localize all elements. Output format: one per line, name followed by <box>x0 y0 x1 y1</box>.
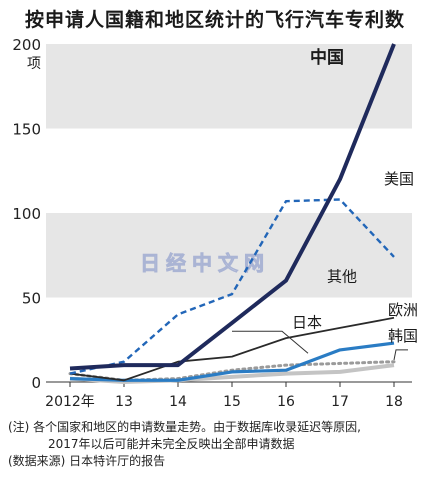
x-tick-label: 2012年 <box>45 394 95 410</box>
watermark: 日经中文网 <box>140 251 270 275</box>
y-tick-label: 50 <box>22 290 41 308</box>
note-line-2: 2017年以后可能并未完全反映出全部申请数据 <box>48 437 295 451</box>
grid-band <box>46 44 412 129</box>
source-note: (数据来源) 日本特许厅的报告 <box>8 454 166 468</box>
leader-line-korea <box>393 349 408 361</box>
series-label-japan: 日本 <box>292 313 322 331</box>
series-line-other <box>69 316 395 382</box>
series-label-europe: 欧洲 <box>388 301 418 319</box>
grid-band <box>46 213 412 298</box>
note-line-1: (注) 各个国家和地区的申请数量走势。由于数据库收录延迟等原因, <box>8 420 361 434</box>
y-tick-label: 150 <box>12 121 41 139</box>
series-label-other: 其他 <box>327 268 357 286</box>
x-tick-label: 14 <box>169 394 187 410</box>
leader-line-japan <box>232 330 309 354</box>
series-line-usa <box>69 198 395 375</box>
y-tick-label: 0 <box>31 374 41 392</box>
series-label-korea: 韩国 <box>388 327 418 345</box>
chart-notes: (注) 各个国家和地区的申请数量走势。由于数据库收录延迟等原因, 2017年以后… <box>8 419 426 470</box>
y-tick-label: 200 <box>12 36 41 54</box>
series-label-usa: 美国 <box>384 170 414 188</box>
x-tick-label: 16 <box>277 394 295 410</box>
series-line-china <box>69 43 396 371</box>
x-tick-label: 18 <box>385 394 403 410</box>
x-tick-label: 15 <box>223 394 241 410</box>
x-tick-label: 17 <box>331 394 349 410</box>
y-tick-label: 100 <box>12 205 41 223</box>
series-label-china: 中国 <box>310 47 344 68</box>
chart-title: 按申请人国籍和地区统计的飞行汽车专利数 <box>24 9 405 31</box>
line-chart: 0 50 100 150 200 项 2012年 13 14 15 16 17 18 日经中文网 中国美国其… <box>12 36 418 410</box>
x-tick-label: 13 <box>115 394 133 410</box>
series-line-korea <box>69 363 395 384</box>
y-axis-unit: 项 <box>27 56 41 72</box>
